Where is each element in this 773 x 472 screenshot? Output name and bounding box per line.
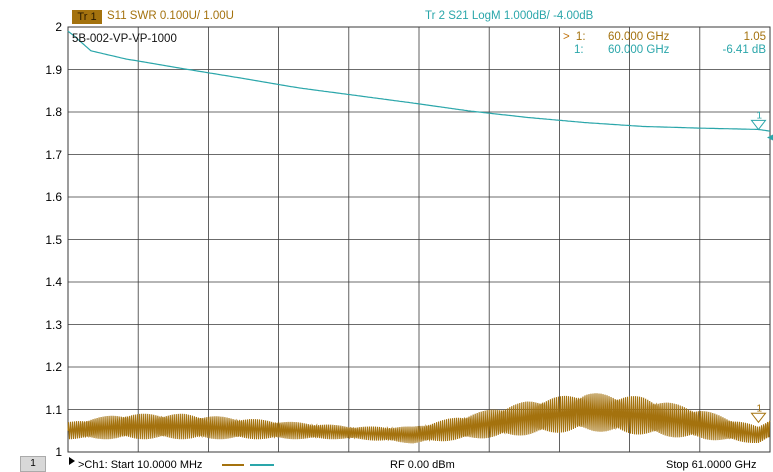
trace1-settings[interactable]: S11 SWR 0.100U/ 1.00U <box>107 10 234 22</box>
marker-layer: 11 <box>750 110 773 424</box>
trace-legend-lines <box>222 464 274 466</box>
marker-1-trace1-label: 1 <box>756 403 762 414</box>
y-tick-label: 1.4 <box>45 275 62 289</box>
marker-readout-1: > 1: <box>563 31 586 43</box>
trace1-s11-line <box>67 393 771 444</box>
channel-number[interactable]: 1 <box>20 456 46 472</box>
trace2-settings[interactable]: Tr 2 S21 LogM 1.000dB/ -4.00dB <box>425 10 594 22</box>
y-tick-label: 1.3 <box>45 317 62 332</box>
marker-freq: 60.000 GHz <box>608 44 670 56</box>
rf-power[interactable]: RF 0.00 dBm <box>390 459 455 471</box>
start-arrow-icon <box>69 457 75 465</box>
marker-1-trace2 <box>750 119 767 131</box>
marker-freq: 60.000 GHz <box>608 31 670 43</box>
y-tick-label: 1.5 <box>45 232 62 247</box>
trace2-s21-line <box>67 30 771 132</box>
channel-label: 5B-002-VP-VP-1000 <box>72 33 177 45</box>
marker-value: 1.05 <box>743 31 766 43</box>
marker-1-trace2-label: 1 <box>756 110 762 121</box>
reference-pointer <box>767 134 773 141</box>
active-marker-arrow: > <box>563 31 570 43</box>
y-tick-label: 1.6 <box>45 190 62 204</box>
y-tick-label: 1.1 <box>45 402 62 417</box>
y-tick-label: 1.2 <box>45 360 62 374</box>
stop-frequency[interactable]: Stop 61.0000 GHz <box>666 459 757 471</box>
marker-value: -6.41 dB <box>722 44 766 56</box>
start-frequency[interactable]: >Ch1: Start 10.0000 MHz <box>78 459 203 471</box>
marker-id: 1: <box>574 44 584 56</box>
grid <box>67 26 771 453</box>
marker-id: 1: <box>575 31 586 43</box>
trace2-layer <box>67 30 771 132</box>
y-tick-label: 1.7 <box>45 147 62 162</box>
marker-1-trace1 <box>750 412 767 424</box>
y-tick-label: 2 <box>55 20 62 34</box>
y-tick-label: 1 <box>55 445 62 459</box>
trace1-layer <box>67 393 771 444</box>
y-tick-label: 1.9 <box>45 62 62 77</box>
trace1-badge[interactable]: Tr 1 <box>72 10 102 24</box>
y-tick-label: 1.8 <box>45 105 62 119</box>
